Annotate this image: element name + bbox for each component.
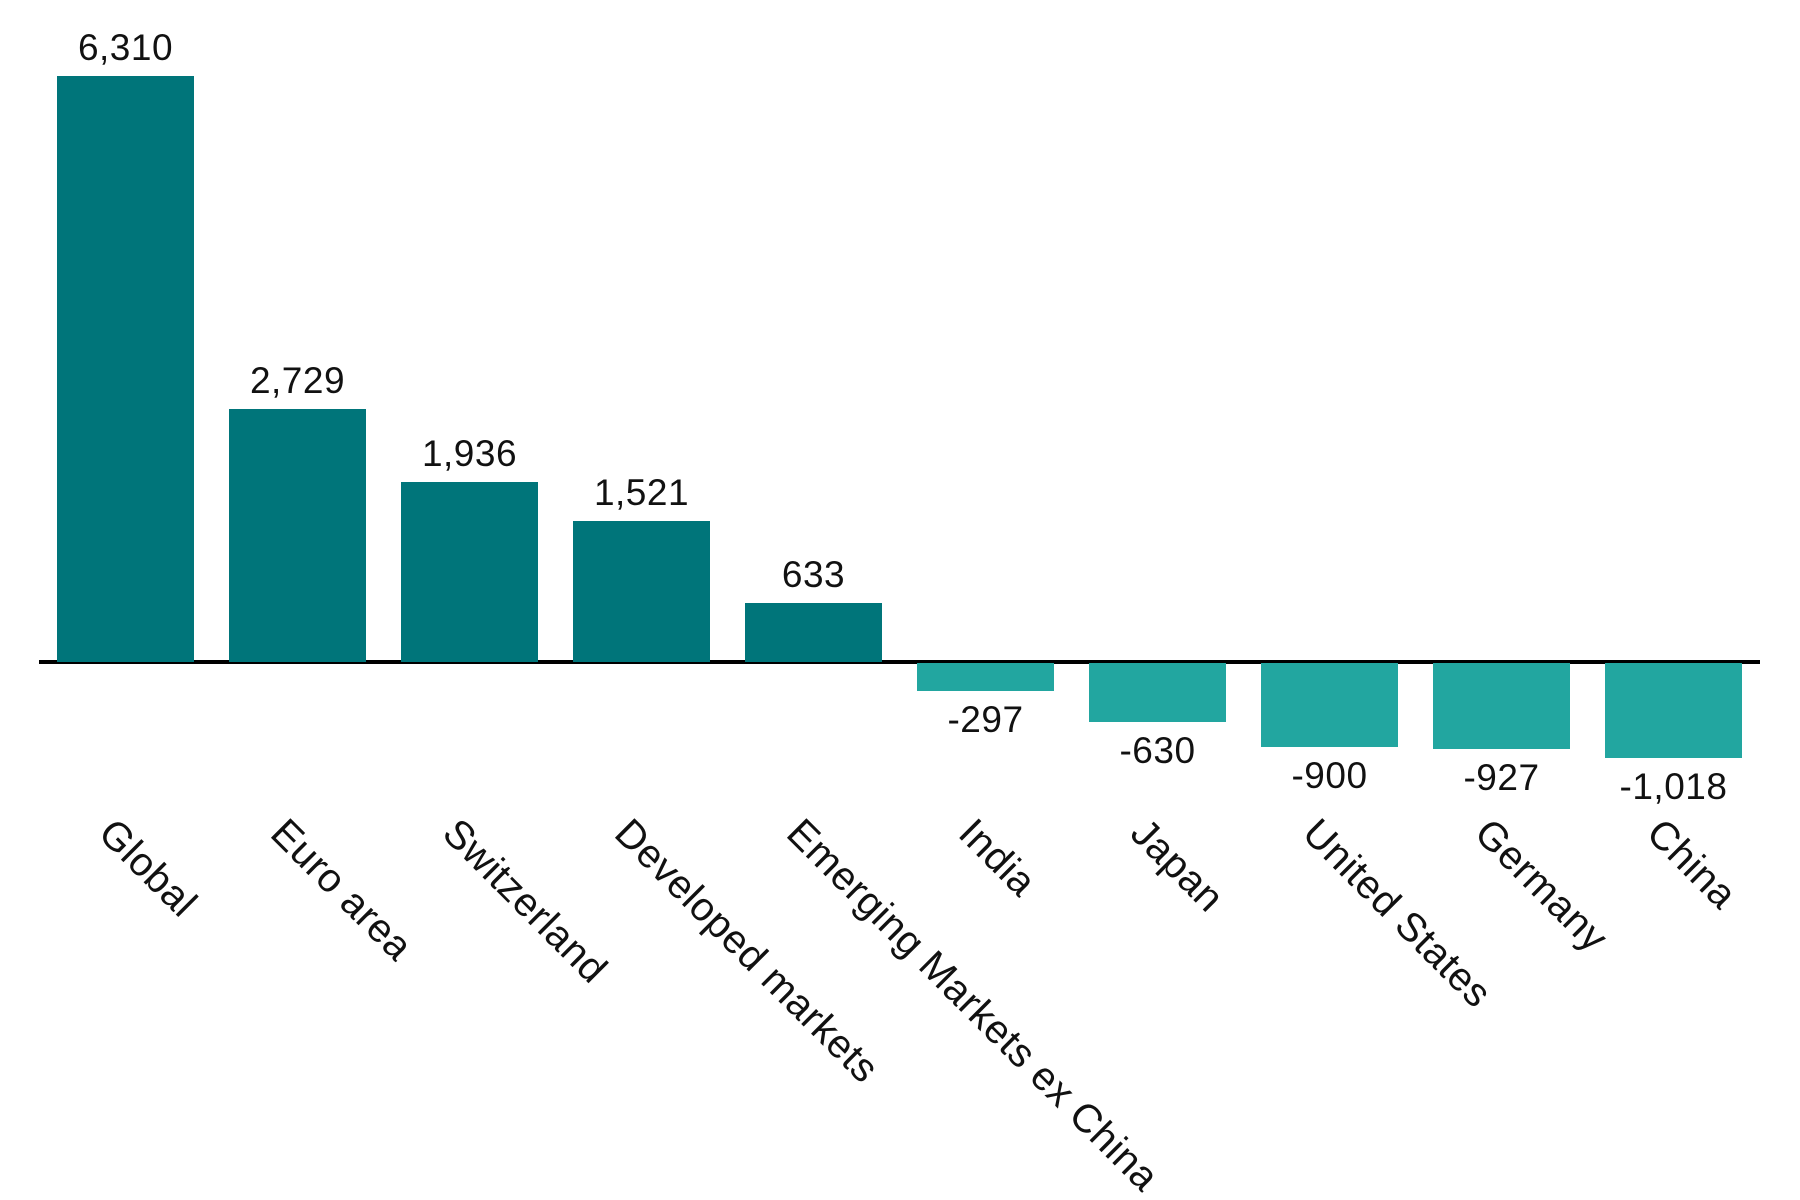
category-label-india: India — [949, 810, 1045, 905]
bar-germany — [1433, 663, 1570, 749]
value-label-united-states: -900 — [1291, 755, 1368, 796]
value-label-india: -297 — [947, 699, 1024, 740]
x-axis-line — [39, 660, 1760, 664]
bar-developed-markets — [573, 521, 710, 662]
bar-emerging-markets-ex-china — [745, 603, 882, 662]
bar-euro-area — [229, 409, 366, 662]
category-label-emerging-markets-ex-china: Emerging Markets ex China — [777, 810, 1167, 1200]
value-label-germany: -927 — [1463, 757, 1540, 798]
category-label-germany: Germany — [1465, 810, 1616, 961]
bar-united-states — [1261, 663, 1398, 747]
value-label-emerging-markets-ex-china: 633 — [781, 554, 846, 595]
category-label-china: China — [1637, 810, 1745, 918]
value-label-global: 6,310 — [77, 27, 174, 68]
bar-japan — [1089, 663, 1226, 722]
category-label-global: Global — [89, 810, 205, 926]
value-label-japan: -630 — [1119, 730, 1196, 771]
bar-india — [917, 663, 1054, 691]
bar-switzerland — [401, 482, 538, 662]
bar-global — [57, 76, 194, 662]
bar-china — [1605, 663, 1742, 758]
value-label-switzerland: 1,936 — [421, 433, 518, 474]
value-label-china: -1,018 — [1619, 766, 1728, 807]
category-label-switzerland: Switzerland — [433, 810, 616, 992]
category-label-euro-area: Euro area — [261, 810, 421, 970]
category-label-japan: Japan — [1121, 810, 1232, 921]
value-label-developed-markets: 1,521 — [593, 472, 690, 513]
value-label-euro-area: 2,729 — [249, 360, 346, 401]
